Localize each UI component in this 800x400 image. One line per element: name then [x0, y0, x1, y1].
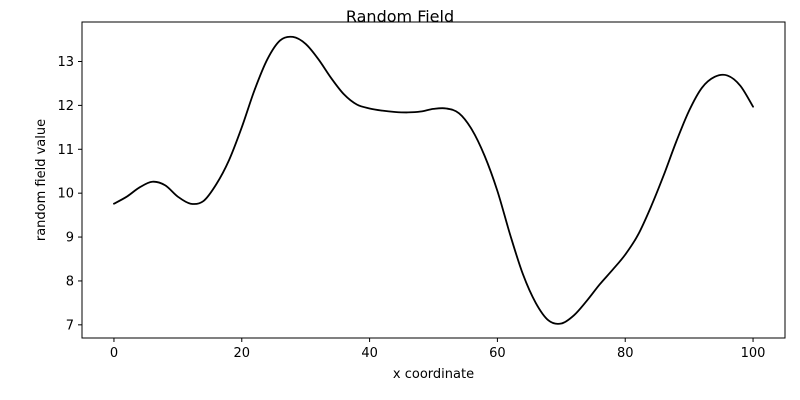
x-tick-label: 0 [110, 346, 118, 361]
x-axis-label: x coordinate [393, 367, 474, 382]
x-tick-label: 100 [741, 346, 766, 361]
y-axis: 7 8 9 10 11 12 13 [57, 55, 82, 333]
y-tick-label: 7 [66, 318, 74, 333]
y-tick-label: 9 [66, 231, 74, 246]
x-tick-label: 80 [617, 346, 634, 361]
x-tick-label: 40 [361, 346, 378, 361]
y-tick-label: 8 [66, 274, 74, 289]
y-tick-label: 12 [57, 99, 74, 114]
y-tick-label: 10 [57, 187, 74, 202]
y-axis-label: random field value [34, 119, 49, 241]
x-tick-label: 60 [489, 346, 506, 361]
series-line [113, 35, 754, 325]
plot-area-frame [81, 21, 786, 339]
y-tick-label: 11 [57, 143, 74, 158]
y-tick-label: 13 [57, 55, 74, 70]
x-tick-label: 20 [233, 346, 250, 361]
x-axis: 0 20 40 60 80 100 [110, 338, 766, 361]
chart-title: Random Field [346, 7, 454, 26]
